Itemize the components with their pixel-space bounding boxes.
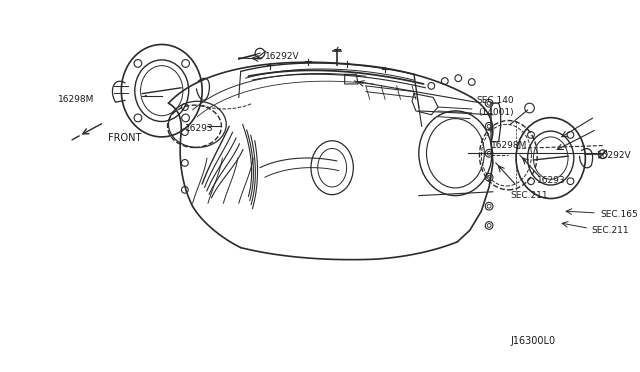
Text: 16293: 16293 <box>185 124 214 133</box>
Text: 16292V: 16292V <box>265 52 300 61</box>
Text: FRONT: FRONT <box>108 133 141 143</box>
Text: 16293: 16293 <box>537 176 566 185</box>
Text: 16298M: 16298M <box>58 95 94 104</box>
Text: J16300L0: J16300L0 <box>510 336 556 346</box>
Text: SEC.140: SEC.140 <box>477 96 514 105</box>
Text: 16292V: 16292V <box>597 151 632 160</box>
Text: (14001): (14001) <box>479 108 514 117</box>
Text: SEC.211: SEC.211 <box>591 226 628 235</box>
Text: SEC.165: SEC.165 <box>601 211 639 219</box>
Text: SEC.211: SEC.211 <box>510 191 548 200</box>
Text: 16298M: 16298M <box>491 141 527 150</box>
